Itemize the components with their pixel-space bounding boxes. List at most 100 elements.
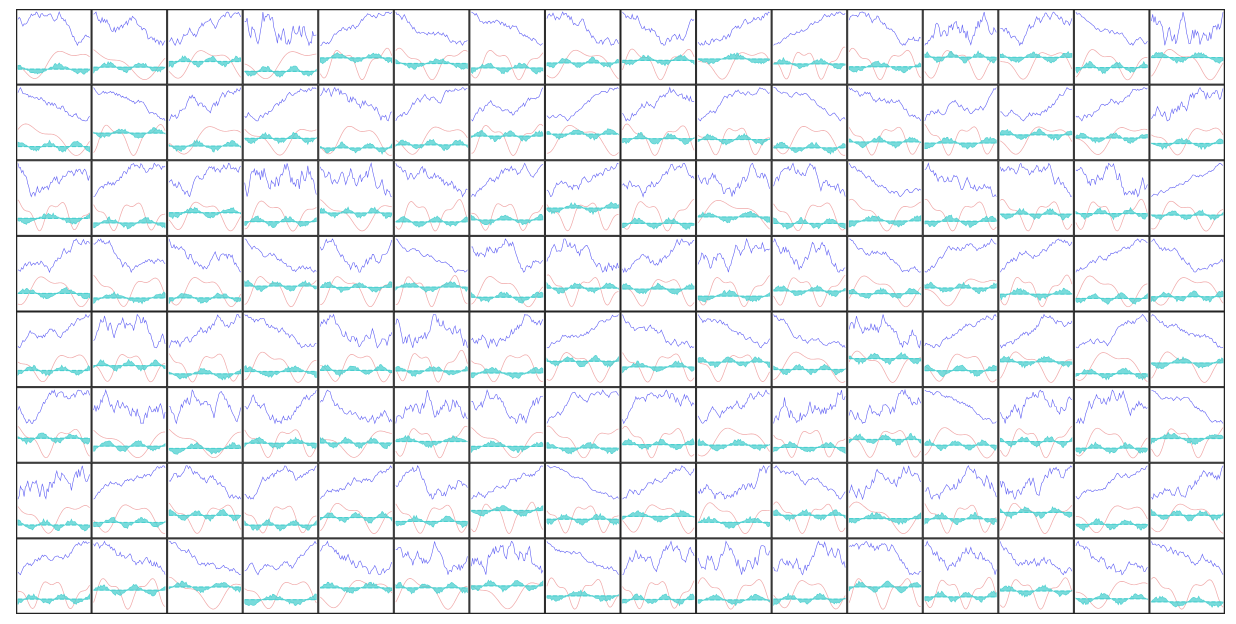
panel-r5-c8	[620, 387, 697, 463]
histogram-area	[395, 58, 468, 70]
panel-r5-c0	[16, 387, 92, 463]
price-line	[395, 87, 468, 122]
panel-frame	[771, 235, 848, 312]
signal-line	[244, 351, 317, 383]
histogram-area	[1000, 51, 1073, 64]
panel-frame	[771, 84, 848, 161]
panel-frame	[771, 387, 848, 463]
price-line	[395, 163, 468, 198]
histogram-area	[546, 589, 619, 602]
panel-frame	[16, 84, 92, 161]
price-line	[622, 540, 695, 575]
panel-r1-c5	[393, 84, 470, 161]
panel-r5-c2	[167, 387, 243, 463]
signal-line	[773, 501, 846, 534]
panel-frame	[998, 235, 1074, 312]
signal-line	[244, 505, 317, 534]
price-line	[697, 465, 770, 500]
histogram-area	[1000, 287, 1073, 301]
histogram-area	[773, 441, 846, 455]
signal-line	[471, 354, 543, 383]
price-line	[697, 314, 770, 349]
panel-r7-c6	[469, 538, 545, 614]
price-line	[93, 162, 166, 197]
signal-line	[1000, 351, 1072, 383]
panel-r3-c1	[91, 235, 168, 312]
histogram-area	[93, 291, 166, 305]
panel-r6-c6	[469, 462, 545, 539]
panel-frame	[847, 538, 923, 614]
signal-line	[773, 351, 846, 383]
panel-frame	[91, 84, 168, 161]
panel-r4-c10	[771, 311, 848, 388]
signal-line	[924, 503, 997, 534]
price-line	[924, 87, 997, 121]
signal-line	[395, 126, 468, 155]
signal-line	[320, 276, 392, 308]
panel-frame	[91, 235, 168, 312]
histogram-area	[924, 364, 997, 378]
histogram-area	[1151, 509, 1224, 522]
panel-frame	[16, 311, 92, 388]
signal-line	[168, 429, 241, 459]
panel-r2-c10	[771, 160, 848, 236]
panel-r7-c14	[1073, 538, 1150, 614]
panel-frame	[16, 235, 92, 312]
price-line	[17, 313, 90, 349]
histogram-area	[244, 280, 317, 292]
panel-r4-c0	[16, 311, 92, 388]
panel-frame	[1149, 311, 1225, 388]
histogram-area	[848, 580, 922, 594]
signal-line	[924, 278, 997, 307]
price-line	[848, 11, 921, 46]
price-line	[169, 541, 241, 576]
panel-r1-c9	[696, 84, 772, 161]
panel-r5-c11	[847, 387, 923, 463]
signal-line	[697, 127, 770, 156]
panel-r0-c6	[469, 9, 545, 85]
signal-line	[622, 279, 695, 307]
panel-frame	[242, 462, 319, 539]
panel-r2-c6	[469, 160, 545, 236]
price-line	[17, 86, 90, 122]
panel-r4-c14	[1073, 311, 1150, 388]
panel-r0-c11	[847, 9, 923, 85]
panel-r0-c10	[771, 9, 848, 85]
panel-r3-c5	[393, 235, 470, 312]
signal-line	[622, 48, 695, 81]
price-line	[244, 238, 317, 273]
price-line	[546, 314, 619, 349]
signal-line	[395, 349, 468, 383]
panel-frame	[620, 9, 697, 85]
panel-frame	[544, 9, 621, 85]
histogram-area	[1000, 584, 1073, 598]
price-line	[848, 87, 922, 122]
panel-frame	[1073, 387, 1150, 463]
panel-frame	[1073, 235, 1150, 312]
panel-r2-c0	[16, 160, 92, 236]
price-line	[320, 86, 392, 122]
panel-r1-c12	[922, 84, 999, 161]
panel-r3-c6	[469, 235, 545, 312]
panel-frame	[544, 538, 621, 614]
panel-frame	[167, 387, 243, 463]
panel-frame	[318, 462, 394, 539]
price-line	[546, 11, 619, 46]
panel-frame	[847, 311, 923, 388]
histogram-area	[471, 440, 544, 453]
price-line	[773, 162, 846, 197]
panel-frame	[544, 311, 621, 388]
panel-r6-c7	[544, 462, 621, 539]
panel-frame	[998, 311, 1074, 388]
histogram-area	[17, 518, 90, 532]
panel-frame	[696, 235, 772, 312]
panel-frame	[544, 387, 621, 463]
panel-r6-c15	[1149, 462, 1225, 539]
histogram-area	[320, 281, 393, 294]
panel-r3-c4	[318, 235, 394, 312]
panel-frame	[696, 462, 772, 539]
histogram-area	[244, 65, 317, 78]
panel-frame	[922, 387, 999, 463]
signal-line	[697, 199, 770, 230]
histogram-area	[93, 516, 166, 529]
